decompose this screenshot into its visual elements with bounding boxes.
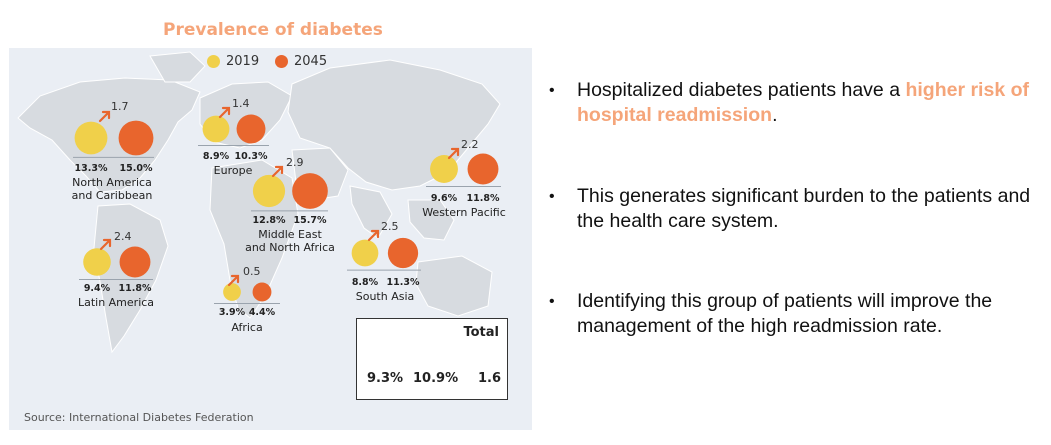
legend-label-2045: 2045: [294, 54, 328, 69]
pct-label-2045-latin-america: 11.8%: [118, 283, 152, 294]
increase-arrow-icon: [227, 274, 240, 287]
legend-2045: 2045: [275, 54, 327, 69]
region-label-south-asia: South Asia: [350, 290, 420, 303]
increase-arrow-icon: [99, 238, 112, 251]
bubble-2019-europe: [202, 115, 230, 143]
bullet-marker: •: [549, 82, 555, 99]
region-label-north-america: North America and Caribbean: [62, 176, 162, 202]
bullet-highlight: higher risk of hospital readmission: [577, 79, 1029, 126]
bubble-2045-middle-east: [292, 173, 328, 209]
bullet-marker: •: [549, 188, 555, 205]
region-label-latin-america: Latin America: [68, 296, 164, 309]
bullet-marker: •: [549, 293, 555, 310]
bubble-2019-western-pacific: [430, 155, 458, 183]
source-note: Source: International Diabetes Federatio…: [24, 411, 254, 424]
increase-label-middle-east: 2.9: [286, 156, 304, 169]
south-america-shape: [93, 203, 169, 354]
increase-label-western-pacific: 2.2: [461, 138, 479, 151]
increase-arrow-icon: [271, 165, 284, 178]
pct-label-2019-north-america: 13.3%: [74, 163, 108, 174]
region-label-line: North America: [72, 176, 152, 189]
bubble-2019-north-america: [74, 121, 108, 155]
australia-shape: [415, 255, 493, 317]
legend-swatch-2045: [275, 55, 288, 68]
chart-title: Prevalence of diabetes: [163, 20, 383, 40]
legend-2019: 2019: [207, 54, 259, 69]
legend-swatch-2019: [207, 55, 220, 68]
legend-label-2019: 2019: [226, 54, 260, 69]
bubble-2045-africa: [252, 282, 272, 302]
southeast-asia-shape: [407, 199, 455, 241]
region-label-line: and Caribbean: [71, 189, 153, 202]
bullet-text: Identifying this group of patients will …: [577, 290, 993, 337]
bubble-2019-south-asia: [351, 239, 379, 267]
increase-arrow-icon: [218, 106, 231, 119]
region-label-line: and North Africa: [245, 241, 335, 254]
north-america-shape: [17, 77, 201, 193]
increase-label-north-america: 1.7: [111, 100, 129, 113]
total-increase: 1.6: [478, 371, 502, 386]
bubble-2019-middle-east: [252, 174, 286, 208]
region-label-line: Europe: [213, 164, 253, 177]
bullet-text: This generates significant burden to the…: [577, 185, 1031, 232]
bullet-text-end: .: [772, 104, 778, 126]
bubble-2019-africa: [223, 283, 241, 301]
pct-label-2045-europe: 10.3%: [234, 151, 268, 162]
total-box: Total 9.3% 10.9% 1.6: [356, 318, 508, 400]
region-label-line: Middle East: [258, 228, 322, 241]
bubble-2045-latin-america: [119, 246, 151, 278]
increase-label-europe: 1.4: [232, 97, 250, 110]
bubble-2045-north-america: [118, 120, 154, 156]
region-label-line: Western Pacific: [422, 206, 506, 219]
world-map-chart: [17, 51, 501, 381]
region-label-middle-east: Middle East and North Africa: [238, 228, 342, 254]
pct-label-2019-latin-america: 9.4%: [83, 283, 111, 294]
bubble-2045-western-pacific: [467, 153, 499, 185]
pct-label-2045-africa: 4.4%: [248, 307, 276, 318]
pct-label-2019-middle-east: 12.8%: [252, 215, 286, 226]
bullet-text-start: Hospitalized diabetes patients have a: [577, 79, 906, 101]
pct-label-2045-western-pacific: 11.8%: [466, 193, 500, 204]
increase-arrow-icon: [98, 110, 111, 123]
region-label-africa: Africa: [222, 321, 272, 334]
total-value-2019: 9.3%: [367, 371, 404, 386]
increase-label-africa: 0.5: [243, 265, 261, 278]
increase-arrow-icon: [447, 147, 460, 160]
total-value-2045: 10.9%: [413, 371, 459, 386]
bubble-2019-latin-america: [83, 248, 111, 276]
pct-label-2045-south-asia: 11.3%: [386, 277, 420, 288]
pct-label-2045-middle-east: 15.7%: [293, 215, 327, 226]
increase-arrow-icon: [367, 229, 380, 242]
pct-label-2045-north-america: 15.0%: [119, 163, 153, 174]
total-title: Total: [463, 325, 499, 340]
bullet-text: Hospitalized diabetes patients have a hi…: [577, 78, 1047, 128]
region-label-western-pacific: Western Pacific: [414, 206, 514, 219]
region-label-line: Latin America: [77, 296, 155, 309]
bubble-2045-south-asia: [387, 237, 419, 269]
greenland-shape: [149, 51, 206, 83]
increase-label-south-asia: 2.5: [381, 220, 399, 233]
pct-label-2019-africa: 3.9%: [218, 307, 246, 318]
increase-label-latin-america: 2.4: [114, 230, 132, 243]
region-label-line: South Asia: [355, 290, 415, 303]
bubble-2045-europe: [236, 114, 266, 144]
region-label-line: Africa: [231, 321, 263, 334]
pct-label-2019-south-asia: 8.8%: [351, 277, 379, 288]
pct-label-2019-western-pacific: 9.6%: [430, 193, 458, 204]
region-label-europe: Europe: [203, 164, 263, 177]
pct-label-2019-europe: 8.9%: [202, 151, 230, 162]
